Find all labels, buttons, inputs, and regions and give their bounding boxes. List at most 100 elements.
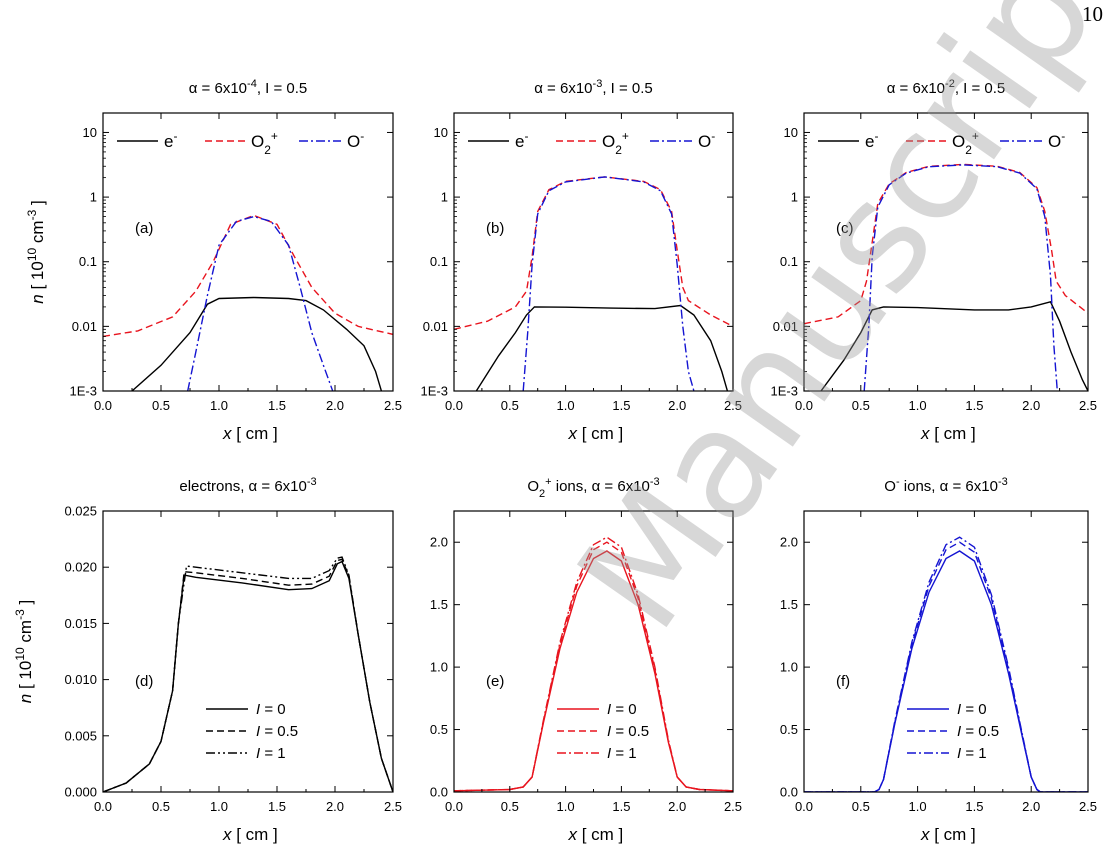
legend-label-2: O2+ xyxy=(251,129,278,157)
y-tick-label: 0.0 xyxy=(780,785,798,800)
legend-label-3: O- xyxy=(347,129,364,151)
series-line-3 xyxy=(103,556,393,792)
panel-b: 0.0 0.5 1.0 1.5 2.0 2.5 1E-3 0.01 0.1 1 10 x [ cm ]… xyxy=(421,112,742,443)
x-tick-label: 0.5 xyxy=(501,799,519,814)
legend-label-3: O- xyxy=(698,129,715,151)
x-tick-label: 0.0 xyxy=(445,799,463,814)
series-line-1 xyxy=(820,300,1088,391)
y-tick-label: 0.000 xyxy=(64,785,97,800)
legend-label-1: e- xyxy=(865,129,878,151)
x-tick-label: 1.0 xyxy=(909,799,927,814)
panel-e: 0.0 0.5 1.0 1.5 2.0 2.5 0.0 0.5 1.0 1.5 2.0 x [ cm … xyxy=(430,510,742,844)
y-tick-label: 1 xyxy=(90,190,97,205)
y-tick-label: 0.010 xyxy=(64,672,97,687)
panel-letter: (a) xyxy=(135,220,153,237)
series-line-2 xyxy=(804,163,1088,325)
legend-label-1: I = 0 xyxy=(256,701,286,718)
x-axis-label: x [ cm ] xyxy=(920,825,976,844)
panel-f: 0.0 0.5 1.0 1.5 2.0 2.5 0.0 0.5 1.0 1.5 2.0 x [ cm … xyxy=(780,510,1097,844)
y-tick-label: 0.01 xyxy=(72,319,97,334)
series-line-1 xyxy=(454,550,733,792)
x-tick-label: 0.0 xyxy=(94,799,112,814)
panel-letter: (e) xyxy=(486,673,504,690)
panel-letter: (c) xyxy=(836,220,854,237)
x-axis-label: x [ cm ] xyxy=(222,424,278,443)
panel-c: 0.0 0.5 1.0 1.5 2.0 2.5 1E-3 0.01 0.1 1 10 x [ cm ]… xyxy=(771,112,1097,443)
legend-label-2: I = 0.5 xyxy=(957,723,999,740)
y-tick-label: 1.5 xyxy=(780,597,798,612)
series-line-3 xyxy=(804,536,1088,792)
x-tick-label: 1.0 xyxy=(557,398,575,413)
y-tick-label: 1.0 xyxy=(780,660,798,675)
x-tick-label: 2.0 xyxy=(668,398,686,413)
x-axis-label: x [ cm ] xyxy=(568,825,624,844)
x-tick-label: 1.5 xyxy=(268,398,286,413)
y-tick-label: 0.5 xyxy=(780,722,798,737)
legend-label-1: e- xyxy=(515,129,528,151)
y-tick-label: 0.01 xyxy=(423,319,448,334)
y-tick-label: 0.1 xyxy=(430,254,448,269)
x-tick-label: 0.5 xyxy=(152,799,170,814)
x-tick-label: 0.5 xyxy=(501,398,519,413)
x-tick-label: 1.5 xyxy=(965,799,983,814)
x-axis-label: x [ cm ] xyxy=(222,825,278,844)
x-tick-label: 2.5 xyxy=(384,799,402,814)
legend-label-2: O2+ xyxy=(602,129,629,157)
y-tick-label: 0.015 xyxy=(64,616,97,631)
x-axis-label: x [ cm ] xyxy=(920,424,976,443)
plot-frame xyxy=(803,510,1089,793)
panel-title: O2+ ions, α = 6x10-3 xyxy=(527,476,659,500)
x-axis-label: x [ cm ] xyxy=(568,424,624,443)
y-tick-label: 0.1 xyxy=(780,254,798,269)
series-line-1 xyxy=(475,304,729,391)
y-tick-label: 2.0 xyxy=(430,535,448,550)
x-tick-label: 0.0 xyxy=(445,398,463,413)
y-tick-label: 1.0 xyxy=(430,660,448,675)
panel-letter: (d) xyxy=(135,673,153,690)
panel-letter: (b) xyxy=(486,220,504,237)
y-tick-label: 10 xyxy=(434,125,448,140)
panel-letter: (f) xyxy=(836,673,850,690)
x-tick-label: 2.5 xyxy=(724,799,742,814)
series-line-2 xyxy=(103,214,393,338)
panel-a: 0.0 0.5 1.0 1.5 2.0 2.5 1E-3 0.01 0.1 1 10 x [ cm ]… xyxy=(25,112,402,443)
series-line-1 xyxy=(804,550,1088,792)
y-tick-label: 0.0 xyxy=(430,785,448,800)
x-tick-label: 1.0 xyxy=(210,799,228,814)
legend-label-3: O- xyxy=(1048,129,1065,151)
panel-title: O- ions, α = 6x10-3 xyxy=(884,476,1007,495)
legend-label-3: I = 1 xyxy=(957,745,987,762)
x-tick-label: 0.0 xyxy=(795,398,813,413)
y-tick-label: 0.020 xyxy=(64,560,97,575)
x-tick-label: 2.0 xyxy=(326,799,344,814)
y-tick-label: 1 xyxy=(441,190,448,205)
x-tick-label: 2.5 xyxy=(724,398,742,413)
x-tick-label: 1.5 xyxy=(612,398,630,413)
y-tick-label: 0.1 xyxy=(79,254,97,269)
x-tick-label: 0.5 xyxy=(852,398,870,413)
plot-frame xyxy=(102,510,394,793)
x-tick-label: 0.5 xyxy=(852,799,870,814)
panel-title: α = 6x10-4, I = 0.5 xyxy=(189,78,308,97)
panel-d: 0.0 0.5 1.0 1.5 2.0 2.5 0.000 0.005 0.010 0.015 0.… xyxy=(13,504,402,845)
legend-label-3: I = 1 xyxy=(256,745,286,762)
plot-frame xyxy=(803,112,1089,392)
y-tick-label: 10 xyxy=(83,125,97,140)
legend-label-1: I = 0 xyxy=(957,701,987,718)
page-number: 10 xyxy=(1082,2,1103,26)
panel-title: electrons, α = 6x10-3 xyxy=(179,476,316,495)
x-tick-label: 2.0 xyxy=(1022,398,1040,413)
legend-label-1: I = 0 xyxy=(607,701,637,718)
y-tick-label: 1 xyxy=(791,190,798,205)
series-line-3 xyxy=(522,176,695,391)
y-axis-label: n [ 1010 cm-3 ] xyxy=(13,600,35,703)
x-tick-label: 1.0 xyxy=(909,398,927,413)
y-tick-label: 1E-3 xyxy=(421,384,448,399)
series-line-3 xyxy=(863,164,1058,391)
x-tick-label: 2.0 xyxy=(668,799,686,814)
series-line-3 xyxy=(187,215,334,391)
plot-frame xyxy=(102,112,394,392)
x-tick-label: 1.5 xyxy=(965,398,983,413)
y-tick-label: 10 xyxy=(784,125,798,140)
